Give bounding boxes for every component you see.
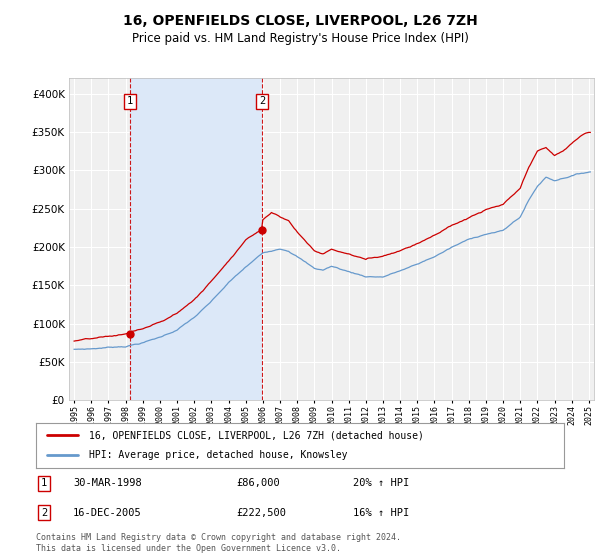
Bar xyxy=(130,78,262,400)
Text: 20% ↑ HPI: 20% ↑ HPI xyxy=(353,478,409,488)
Text: 1: 1 xyxy=(127,96,133,106)
Text: HPI: Average price, detached house, Knowsley: HPI: Average price, detached house, Know… xyxy=(89,450,347,460)
Text: Contains HM Land Registry data © Crown copyright and database right 2024.
This d: Contains HM Land Registry data © Crown c… xyxy=(36,533,401,553)
Text: 2: 2 xyxy=(41,508,47,518)
Text: 16, OPENFIELDS CLOSE, LIVERPOOL, L26 7ZH (detached house): 16, OPENFIELDS CLOSE, LIVERPOOL, L26 7ZH… xyxy=(89,430,424,440)
Text: 2: 2 xyxy=(259,96,265,106)
Text: £86,000: £86,000 xyxy=(236,478,280,488)
Text: Price paid vs. HM Land Registry's House Price Index (HPI): Price paid vs. HM Land Registry's House … xyxy=(131,32,469,45)
Text: 16% ↑ HPI: 16% ↑ HPI xyxy=(353,508,409,518)
Text: 30-MAR-1998: 30-MAR-1998 xyxy=(73,478,142,488)
Text: £222,500: £222,500 xyxy=(236,508,287,518)
Text: 1: 1 xyxy=(41,478,47,488)
Text: 16, OPENFIELDS CLOSE, LIVERPOOL, L26 7ZH: 16, OPENFIELDS CLOSE, LIVERPOOL, L26 7ZH xyxy=(122,14,478,28)
Text: 16-DEC-2005: 16-DEC-2005 xyxy=(73,508,142,518)
